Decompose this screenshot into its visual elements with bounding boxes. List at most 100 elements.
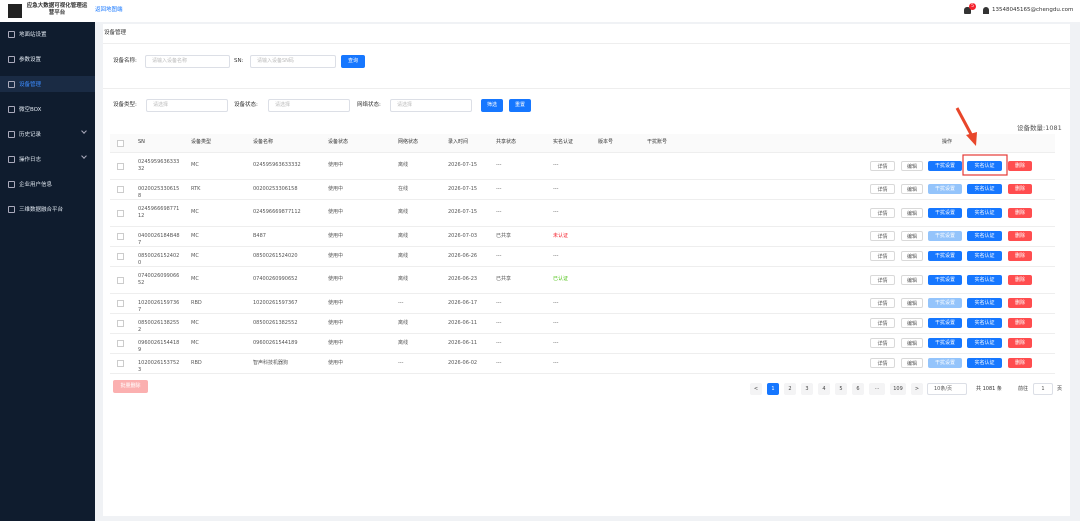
cell: --- (553, 209, 559, 215)
user-email[interactable]: 13548045165@chengdu.com (992, 7, 1074, 13)
action-button[interactable]: 删除 (1008, 251, 1032, 261)
action-button[interactable]: 干扰设置 (928, 358, 962, 368)
action-button[interactable]: 删除 (1008, 184, 1032, 194)
next-page[interactable]: > (911, 383, 923, 395)
sidebar-item[interactable]: 微空BOX (8, 105, 41, 113)
action-button[interactable]: 编辑 (901, 184, 923, 194)
action-button[interactable]: 实名认证 (967, 160, 1002, 171)
select[interactable]: 请选择 (390, 99, 472, 112)
action-button[interactable]: 详情 (870, 207, 895, 218)
action-button[interactable]: 删除 (1008, 160, 1032, 171)
action-button[interactable]: 干扰设置 (928, 160, 962, 171)
action-button[interactable]: 详情 (870, 160, 895, 171)
action-button[interactable]: 干扰设置 (928, 231, 962, 241)
checkbox[interactable] (117, 186, 124, 193)
sn-input[interactable]: 请输入设备SN码 (250, 55, 336, 68)
action-button[interactable]: 删除 (1008, 338, 1032, 348)
page-button[interactable]: 4 (818, 383, 830, 395)
sidebar-item[interactable]: 地面站设置 (8, 30, 47, 38)
filter-button[interactable]: 筛选 (481, 99, 503, 112)
action-button[interactable]: 删除 (1008, 318, 1032, 328)
action-button[interactable]: 详情 (870, 318, 895, 328)
action-button[interactable]: 干扰设置 (928, 298, 962, 308)
action-button[interactable]: 实名认证 (967, 338, 1002, 348)
action-button[interactable]: 详情 (870, 274, 895, 285)
name-input[interactable]: 请输入设备名称 (145, 55, 230, 68)
action-button[interactable]: 实名认证 (967, 318, 1002, 328)
action-button[interactable]: 干扰设置 (928, 251, 962, 261)
page-button[interactable]: 1 (767, 383, 779, 395)
action-button[interactable]: 实名认证 (967, 231, 1002, 241)
prev-page[interactable]: < (750, 383, 762, 395)
action-button[interactable]: 编辑 (901, 274, 923, 285)
page-button[interactable]: 109 (890, 383, 906, 395)
checkbox[interactable] (117, 140, 124, 147)
action-button[interactable]: 编辑 (901, 338, 923, 348)
checkbox[interactable] (117, 233, 124, 240)
action-button[interactable]: 详情 (870, 231, 895, 241)
action-button[interactable]: 编辑 (901, 298, 923, 308)
action-button[interactable]: 干扰设置 (928, 207, 962, 218)
action-button[interactable]: 实名认证 (967, 274, 1002, 285)
action-button[interactable]: 编辑 (901, 358, 923, 368)
page-button[interactable]: 2 (784, 383, 796, 395)
checkbox[interactable] (117, 320, 124, 327)
action-button[interactable]: 编辑 (901, 160, 923, 171)
sidebar-item[interactable]: 操作日志 (8, 155, 41, 163)
checkbox[interactable] (117, 253, 124, 260)
sidebar-item[interactable]: 参数设置 (8, 55, 41, 63)
select[interactable]: 请选择 (146, 99, 228, 112)
back-link[interactable]: 返回地图端 (95, 7, 123, 13)
reset-button[interactable]: 重置 (509, 99, 531, 112)
cell: --- (553, 299, 559, 306)
sidebar-item[interactable]: 企业用户信息 (8, 180, 52, 188)
search-button[interactable]: 查询 (341, 55, 365, 68)
action-button[interactable]: 编辑 (901, 318, 923, 328)
action-button[interactable]: 干扰设置 (928, 184, 962, 194)
cell: --- (398, 359, 404, 366)
action-button[interactable]: 编辑 (901, 251, 923, 261)
action-button[interactable]: 详情 (870, 251, 895, 261)
page-size[interactable]: 10条/页 (927, 383, 967, 395)
action-button[interactable]: 编辑 (901, 231, 923, 241)
action-button[interactable]: 编辑 (901, 207, 923, 218)
checkbox[interactable] (117, 209, 124, 217)
action-button[interactable]: 实名认证 (967, 184, 1002, 194)
action-button[interactable]: 删除 (1008, 231, 1032, 241)
page-button[interactable]: ··· (869, 383, 885, 395)
action-button[interactable]: 实名认证 (967, 251, 1002, 261)
bell[interactable] (964, 7, 971, 14)
goto-input[interactable]: 1 (1033, 383, 1053, 395)
checkbox[interactable] (117, 162, 124, 170)
action-button[interactable]: 删除 (1008, 274, 1032, 285)
cell: 2026-06-17 (448, 299, 478, 306)
action-button[interactable]: 删除 (1008, 207, 1032, 218)
action-button[interactable]: 干扰设置 (928, 274, 962, 285)
action-button[interactable]: 实名认证 (967, 298, 1002, 308)
page-button[interactable]: 3 (801, 383, 813, 395)
action-button[interactable]: 干扰设置 (928, 338, 962, 348)
action-button[interactable]: 删除 (1008, 358, 1032, 368)
checkbox[interactable] (117, 360, 124, 367)
action-button[interactable]: 实名认证 (967, 358, 1002, 368)
batch-delete-button[interactable]: 批量删除 (113, 380, 148, 393)
cell: MC (191, 209, 199, 215)
sidebar-item[interactable]: 历史记录 (8, 130, 41, 138)
select[interactable]: 请选择 (268, 99, 350, 112)
cell: 使用中 (328, 185, 344, 192)
action-button[interactable]: 详情 (870, 338, 895, 348)
page-button[interactable]: 5 (835, 383, 847, 395)
checkbox[interactable] (117, 300, 124, 307)
checkbox[interactable] (117, 340, 124, 347)
action-button[interactable]: 详情 (870, 358, 895, 368)
action-button[interactable]: 删除 (1008, 298, 1032, 308)
action-button[interactable]: 实名认证 (967, 207, 1002, 218)
page-button[interactable]: 6 (852, 383, 864, 395)
sidebar-item[interactable]: 设备管理 (8, 80, 41, 88)
action-button[interactable]: 详情 (870, 298, 895, 308)
sidebar-item[interactable]: 三维数据融合平台 (8, 205, 63, 213)
action-button[interactable]: 干扰设置 (928, 318, 962, 328)
action-button[interactable]: 详情 (870, 184, 895, 194)
checkbox[interactable] (117, 276, 124, 284)
